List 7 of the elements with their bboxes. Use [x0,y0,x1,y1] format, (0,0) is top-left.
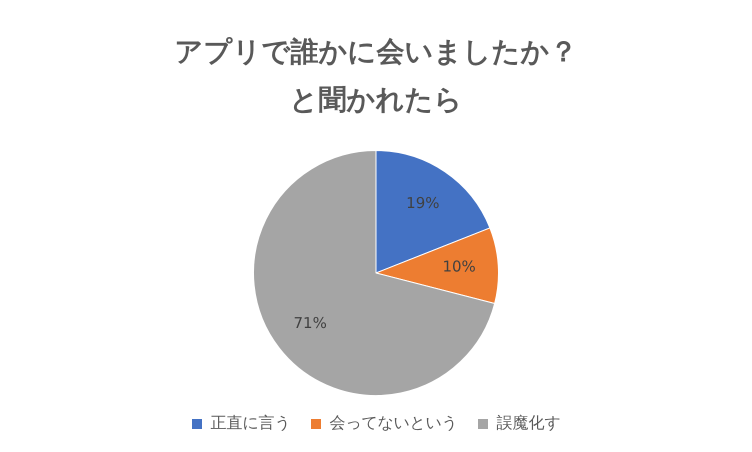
data-label: 19% [406,194,440,212]
data-label: 10% [442,258,476,276]
data-label: 71% [294,314,327,332]
legend-label: 誤魔化す [496,413,560,432]
legend-label: 会ってないという [330,413,458,432]
chart-title: アプリで誰かに会いましたか？と聞かれたら [174,34,578,118]
legend-label: 正直に言う [210,413,290,432]
